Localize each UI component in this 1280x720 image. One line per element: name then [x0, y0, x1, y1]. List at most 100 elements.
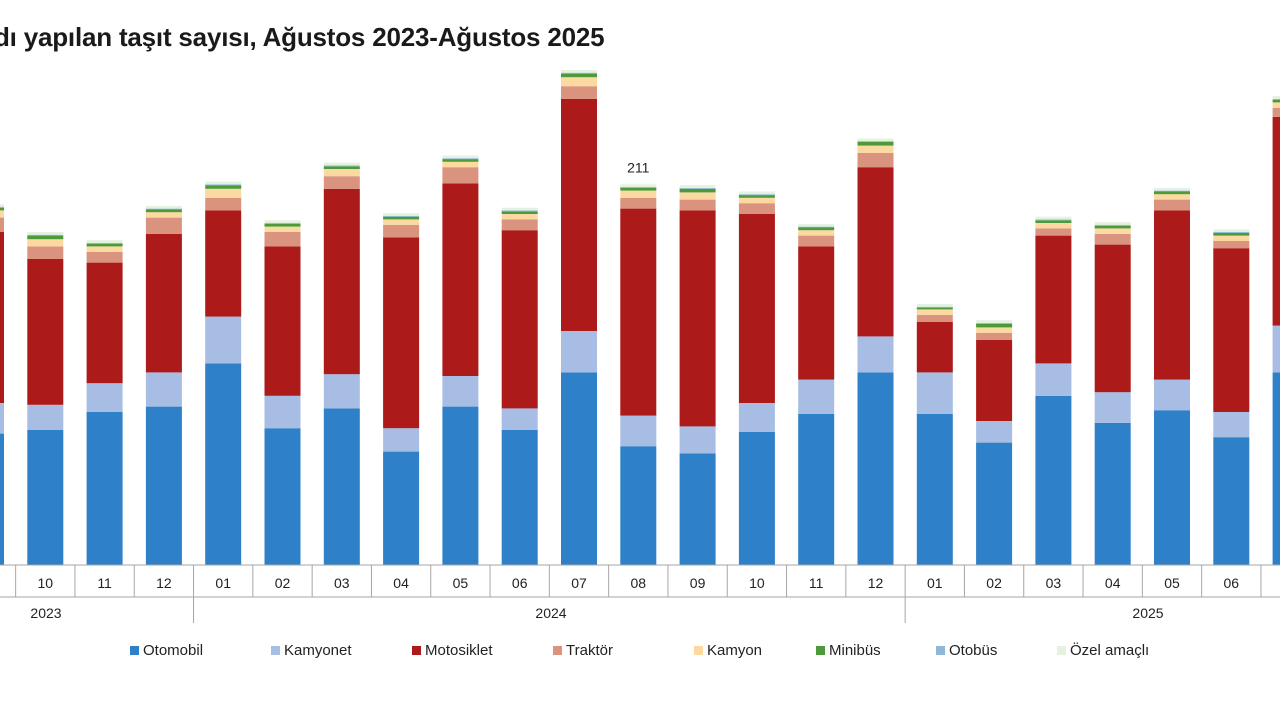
bar-segment-7-18 — [1035, 216, 1072, 220]
x-tick-label-9: 06 — [512, 575, 528, 591]
bar-segment-1-1 — [27, 404, 64, 430]
x-tick-label-13: 10 — [749, 575, 765, 591]
bar-stack-19 — [1094, 222, 1131, 565]
bar-stack-16 — [916, 304, 953, 565]
bar-segment-3-17 — [976, 332, 1013, 340]
bar-segment-1-21 — [1213, 412, 1250, 438]
bar-stack-2 — [86, 240, 123, 565]
bar-segment-5-3 — [145, 209, 182, 213]
bar-segment-2-6 — [323, 188, 360, 375]
bar-segment-7-21 — [1213, 229, 1250, 232]
bar-segment-5-12 — [679, 188, 716, 193]
bar-segment-6-5 — [264, 223, 301, 224]
bar-stack-5 — [264, 220, 301, 565]
bar-segment-5-5 — [264, 223, 301, 227]
bar-segment-5-19 — [1094, 225, 1131, 229]
bar-segment-2-3 — [145, 233, 182, 373]
bar-stack-13 — [738, 191, 775, 565]
bar-segment-1-3 — [145, 372, 182, 407]
bar-segment-0-6 — [323, 408, 360, 565]
bar-stack-1 — [27, 232, 64, 565]
bar-segment-3-11 — [620, 197, 657, 209]
bar-segment-3-19 — [1094, 233, 1131, 245]
bar-segment-3-6 — [323, 176, 360, 189]
bar-segment-5-22 — [1272, 99, 1280, 103]
legend-item-1: Kamyonet — [271, 640, 412, 660]
bar-segment-5-10 — [561, 73, 597, 78]
legend-item-4: Kamyon — [694, 640, 816, 660]
legend-swatch-1 — [271, 645, 280, 655]
bar-segment-6-19 — [1094, 224, 1131, 226]
bar-segment-6-14 — [798, 226, 835, 228]
bar-segment-4-16 — [916, 309, 953, 315]
bar-segment-3-9 — [501, 219, 538, 231]
bar-segment-2-8 — [442, 183, 479, 376]
x-tick-label-8: 05 — [453, 575, 469, 591]
bar-segment-7-17 — [976, 320, 1013, 323]
x-tick-label-1: 10 — [38, 575, 54, 591]
bar-segment-2-13 — [738, 214, 775, 403]
bars-layer — [0, 70, 1280, 565]
bar-segment-2-17 — [976, 340, 1013, 421]
bar-stack-9 — [501, 207, 538, 565]
bar-segment-6-21 — [1213, 232, 1250, 233]
bar-segment-7-3 — [145, 205, 182, 209]
bar-segment-5-7 — [383, 216, 420, 220]
bar-segment-7-20 — [1154, 187, 1190, 191]
bar-segment-3-2 — [86, 251, 123, 263]
bar-segment-5-4 — [205, 185, 242, 189]
bar-segment-3-0 — [0, 217, 4, 232]
bar-segment-2-0 — [0, 232, 4, 403]
bar-segment-4-5 — [264, 226, 301, 232]
bar-segment-6-6 — [323, 165, 360, 167]
bar-segment-2-21 — [1213, 248, 1250, 412]
bar-stack-20 — [1154, 187, 1190, 565]
legend-swatch-3 — [553, 645, 562, 655]
bar-segment-7-19 — [1094, 222, 1131, 225]
bar-segment-4-9 — [501, 214, 538, 220]
bar-segment-0-5 — [264, 428, 301, 565]
legend-label-6: Otobüs — [949, 641, 998, 659]
year-label-2025: 2025 — [1132, 605, 1163, 621]
x-tick-label-12: 09 — [690, 575, 706, 591]
x-tick-label-19: 04 — [1105, 575, 1121, 591]
bar-segment-2-14 — [798, 246, 835, 380]
bar-segment-5-9 — [501, 211, 538, 214]
bar-segment-4-10 — [561, 77, 597, 87]
bar-segment-6-13 — [738, 194, 775, 196]
bar-segment-6-12 — [679, 187, 716, 189]
bar-segment-3-12 — [679, 199, 716, 211]
year-label-2024: 2024 — [535, 605, 566, 621]
bar-stack-17 — [976, 320, 1013, 565]
x-tick-label-15: 12 — [868, 575, 884, 591]
bar-segment-0-11 — [620, 446, 657, 565]
bar-segment-2-7 — [383, 237, 420, 429]
bar-stack-18 — [1035, 216, 1072, 565]
bar-segment-1-18 — [1035, 363, 1072, 396]
bar-segment-4-17 — [976, 327, 1013, 333]
bar-segment-0-16 — [916, 413, 953, 565]
bar-segment-6-10 — [561, 72, 597, 74]
bar-segment-2-5 — [264, 246, 301, 396]
bar-segment-0-18 — [1035, 395, 1072, 565]
bar-stack-4 — [205, 181, 242, 565]
bar-segment-3-20 — [1154, 199, 1190, 211]
bar-segment-5-6 — [323, 166, 360, 169]
bar-segment-3-22 — [1272, 107, 1280, 117]
bar-segment-6-17 — [976, 322, 1013, 324]
legend-swatch-0 — [130, 645, 139, 655]
bar-segment-1-5 — [264, 395, 301, 429]
legend-item-2: Motosiklet — [412, 640, 553, 660]
bar-segment-4-6 — [323, 169, 360, 177]
x-tick-label-14: 11 — [809, 575, 824, 591]
bar-segment-4-0 — [0, 210, 4, 218]
bar-segment-7-8 — [442, 155, 479, 159]
bar-segment-3-3 — [145, 217, 182, 234]
bar-segment-0-7 — [383, 451, 420, 565]
bar-segment-6-2 — [86, 242, 123, 244]
x-tick-label-7: 04 — [393, 575, 409, 591]
bar-segment-7-7 — [383, 213, 420, 216]
bar-segment-3-18 — [1035, 228, 1072, 236]
bar-segment-3-4 — [205, 197, 242, 211]
